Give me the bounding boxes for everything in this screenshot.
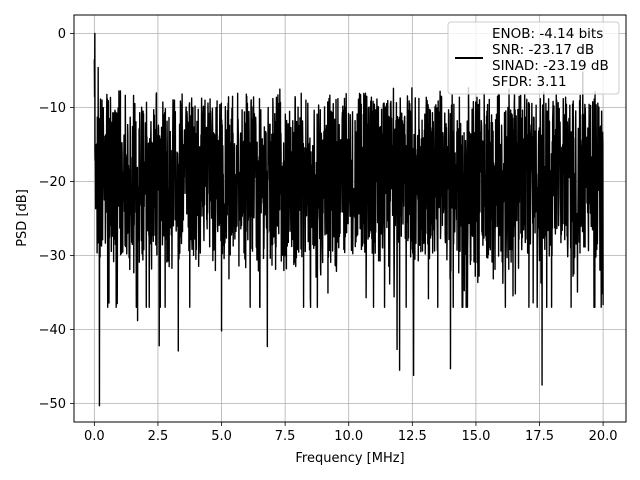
x-tick-label: 20.0	[589, 429, 618, 444]
x-tick-label: 10.0	[334, 429, 363, 444]
axis-ticks: 0.0 2.5 5.0 7.5 10.0 12.5 15.0 17.5 20.0 0 −10 −20 −…	[39, 27, 618, 444]
y-tick-label: −40	[39, 323, 66, 338]
x-tick-label: 12.5	[398, 429, 427, 444]
x-tick-label: 15.0	[461, 429, 490, 444]
legend-entry-sfdr: SFDR: 3.11	[492, 74, 567, 90]
plot-frame	[73, 14, 627, 423]
x-tick-label: 2.5	[148, 429, 169, 444]
y-tick-label: −30	[39, 249, 66, 264]
x-tick-label: 5.0	[211, 429, 232, 444]
y-tick-label: −50	[39, 397, 66, 412]
x-tick-label: 0.0	[84, 429, 105, 444]
x-tick-label: 17.5	[525, 429, 554, 444]
legend-entry-sinad: SINAD: -23.19 dB	[492, 58, 609, 74]
y-tick-label: 0	[58, 27, 66, 42]
legend-entry-snr: SNR: -23.17 dB	[492, 42, 594, 58]
psd-line	[93, 32, 604, 407]
legend-box	[447, 21, 620, 95]
y-tick-label: −10	[39, 101, 66, 116]
legend: ENOB: -4.14 bits SNR: -23.17 dB SINAD: -…	[447, 21, 620, 95]
y-axis-label: PSD [dB]	[15, 189, 30, 247]
psd-series	[93, 32, 604, 407]
y-tick-label: −20	[39, 175, 66, 190]
x-tick-label: 7.5	[275, 429, 296, 444]
x-axis-label: Frequency [MHz]	[295, 451, 404, 466]
legend-entry-enob: ENOB: -4.14 bits	[492, 26, 603, 42]
